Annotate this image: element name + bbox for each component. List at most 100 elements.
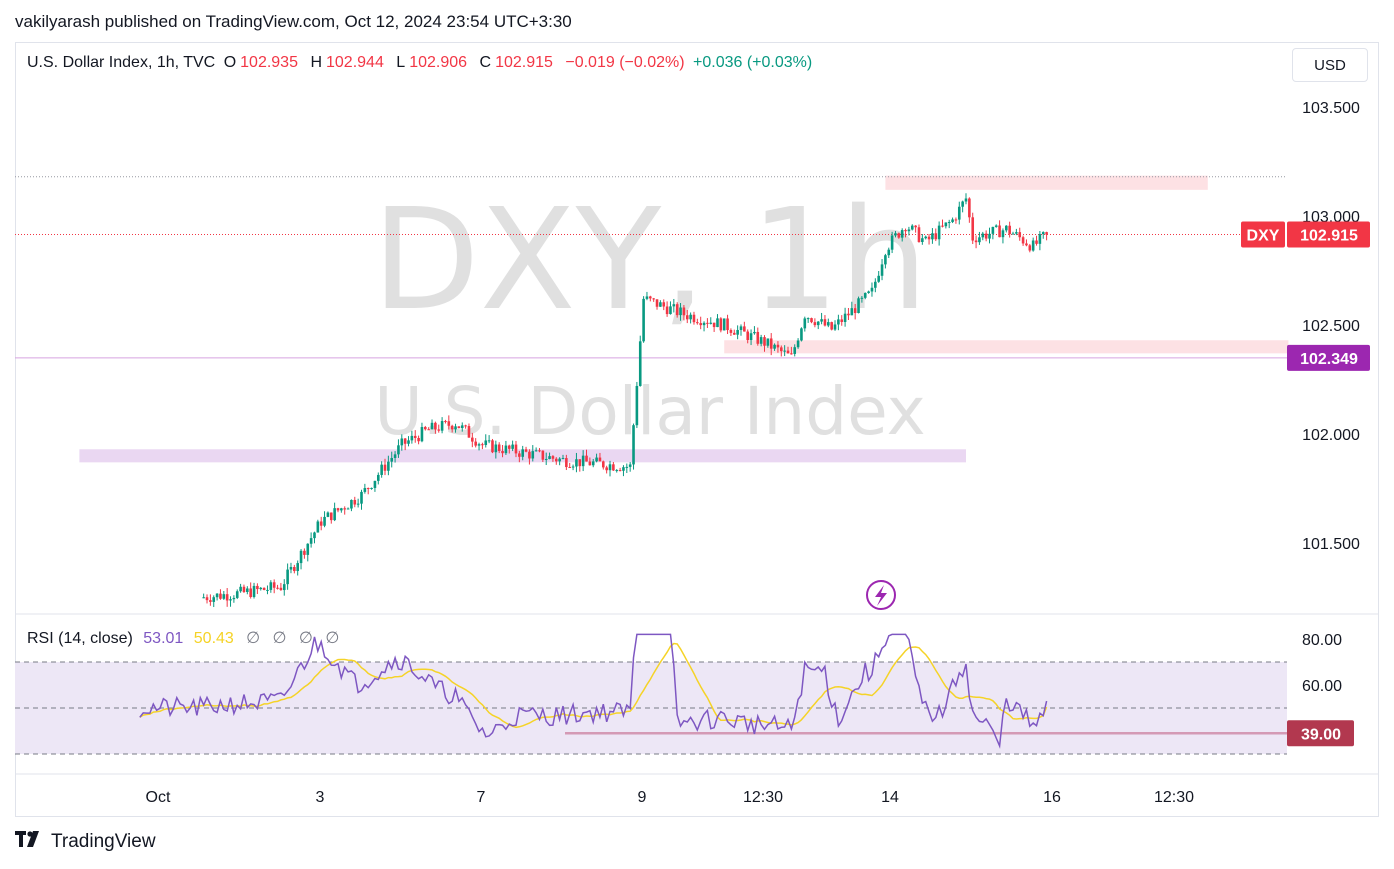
legend-symbol: U.S. Dollar Index, 1h, TVC [27, 54, 216, 71]
candle-body [914, 225, 917, 228]
candle-body [790, 353, 793, 355]
candle-body [941, 225, 944, 227]
candle-body [642, 298, 645, 342]
price-tick: 102.000 [1302, 427, 1360, 444]
candle-body [944, 222, 948, 227]
candle-body [897, 233, 901, 238]
lightning-icon[interactable] [866, 580, 896, 610]
candle-body [336, 508, 340, 511]
close-value: 102.915 [495, 54, 553, 71]
price-lines [15, 176, 1287, 359]
candle-body [712, 322, 716, 328]
candle-body [843, 313, 847, 322]
level-tag: 102.349 [1300, 351, 1358, 368]
candle-body [356, 503, 360, 505]
candle-body [232, 597, 236, 600]
candle-body [934, 233, 938, 240]
candle-body [558, 458, 561, 462]
candle-body [447, 421, 451, 426]
candle-body [1025, 243, 1028, 246]
candle-body [632, 425, 635, 465]
candle-body [565, 458, 568, 468]
candle-body [910, 225, 914, 230]
candle-body [209, 600, 212, 602]
candle-body [316, 521, 320, 533]
candle-body [796, 340, 800, 348]
rsi-na-4: ∅ [325, 630, 340, 647]
candle-body [1041, 232, 1045, 235]
candle-body [477, 444, 481, 446]
candle-body [860, 297, 864, 299]
dxy-price-tag-bg [1287, 221, 1370, 248]
open-label: O [223, 54, 237, 71]
candle-body [363, 488, 367, 492]
candle-body [272, 582, 276, 588]
candle-body [880, 264, 884, 276]
candle-body [877, 275, 880, 282]
candle-body [827, 322, 830, 326]
candle-body [924, 236, 927, 239]
candle-body [575, 459, 578, 467]
candle-body [994, 225, 998, 227]
time-tick: Oct [146, 789, 171, 806]
candle-body [487, 440, 491, 442]
candle-body [689, 314, 692, 320]
candle-body [585, 455, 588, 462]
candle-body [974, 240, 978, 243]
candle-body [608, 464, 612, 471]
candle-body [561, 458, 565, 460]
candle-body [951, 219, 954, 223]
candle-body [471, 437, 474, 442]
candle-body [1031, 240, 1035, 251]
candle-body [716, 318, 719, 328]
chart-legend: U.S. Dollar Index, 1h, TVC O 102.935 H 102… [27, 54, 816, 72]
candle-body [779, 347, 783, 352]
candle-body [820, 319, 823, 322]
candle-body [340, 508, 343, 511]
candle-body [971, 217, 975, 241]
candle-body [235, 591, 239, 598]
candle-body [917, 227, 921, 242]
candle-body [430, 422, 434, 430]
time-tick: 12:30 [743, 789, 783, 806]
rsi-name: RSI (14, close) [27, 630, 133, 647]
dxy-price-tag: 102.915 [1300, 228, 1358, 245]
candle-body [746, 331, 750, 341]
price-tags: DXY 102.915 102.349 39.00 [1241, 221, 1370, 747]
candle-body [662, 302, 666, 307]
candle-body [518, 453, 521, 457]
candle-body [692, 314, 696, 323]
candle-body [413, 435, 417, 439]
time-tick: 7 [477, 789, 486, 806]
rsi-pane: 80.00 60.00 [15, 632, 1342, 755]
candle-body [874, 281, 877, 288]
candle-body [427, 429, 430, 431]
tradingview-brand[interactable]: TradingView [15, 830, 156, 853]
candle-body [961, 201, 964, 207]
candle-body [682, 307, 686, 316]
candle-body [652, 298, 655, 300]
candle-body [870, 287, 874, 292]
candle-body [709, 322, 713, 324]
currency-button[interactable]: USD [1292, 48, 1368, 82]
change-value: −0.019 (−0.02%) [565, 54, 685, 71]
candle-body [830, 322, 833, 330]
rsi-legend: RSI (14, close) 53.01 50.43 ∅ ∅ ∅ ∅ [27, 628, 339, 648]
candle-body [625, 466, 629, 468]
candle-body [534, 450, 538, 452]
high-value: 102.944 [326, 54, 384, 71]
zone-red-0 [885, 175, 1208, 190]
candle-body [333, 508, 336, 521]
candle-body [806, 318, 810, 320]
candle-body [783, 350, 786, 352]
time-tick: 9 [638, 789, 647, 806]
candle-body [346, 508, 350, 510]
candle-body [769, 338, 773, 349]
rsi-na-1: ∅ [246, 630, 261, 647]
candle-body [417, 438, 420, 442]
candle-body [293, 567, 296, 572]
candle-body [279, 587, 283, 591]
candle-body [786, 350, 790, 354]
